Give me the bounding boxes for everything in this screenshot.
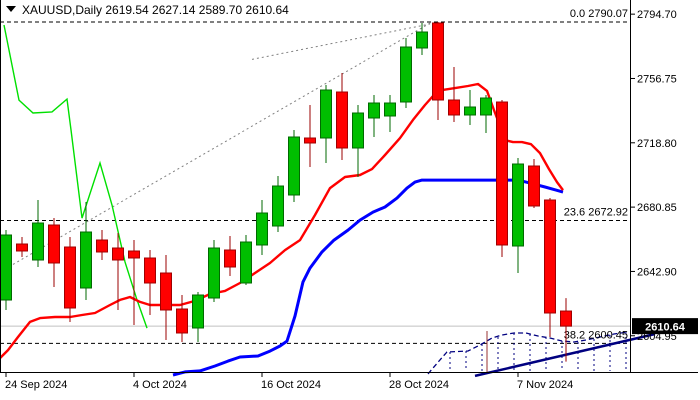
candle-body	[208, 247, 220, 299]
candle-body	[144, 257, 156, 284]
candle-body	[512, 163, 524, 247]
candle-body	[352, 112, 364, 149]
candle-body	[16, 243, 28, 252]
date-axis-label: 16 Oct 2024	[261, 379, 321, 391]
candle-body	[256, 212, 268, 246]
current-price-badge: 2610.64	[632, 318, 698, 335]
price-axis[interactable]	[631, 0, 700, 372]
candle-body	[400, 46, 412, 103]
symbol-dropdown-icon[interactable]	[6, 6, 16, 12]
navy-trend-line[interactable]	[474, 332, 656, 378]
zigzag-indicator-line	[3, 24, 148, 329]
candle-body	[80, 231, 92, 289]
chart-title: XAUUSD,Daily 2619.54 2627.14 2589.70 261…	[22, 3, 289, 17]
fib-level-label: 38.2 2600.45	[564, 329, 628, 341]
candle-body	[304, 137, 316, 144]
price-axis-label: 2680.85	[637, 202, 677, 214]
price-badge-value: 2610.64	[645, 322, 686, 334]
date-axis[interactable]	[0, 373, 700, 400]
price-axis-label: 2756.75	[637, 73, 677, 85]
candle-body	[240, 241, 252, 284]
candle-body	[432, 22, 444, 101]
candle-body	[336, 91, 348, 149]
candle-body	[384, 102, 396, 117]
candle-body	[0, 234, 12, 301]
fibonacci-labels: 0.0 2790.07 23.6 2672.92 38.2 2600.45	[564, 8, 628, 341]
candle-body	[464, 106, 476, 116]
candle-body	[64, 246, 76, 309]
fib-level-label: 0.0 2790.07	[570, 8, 628, 20]
candle-body	[272, 185, 284, 227]
date-axis-label: 28 Oct 2024	[389, 379, 449, 391]
candle-body	[320, 89, 332, 139]
candle-body	[192, 294, 204, 329]
navy-dashed-curve	[427, 331, 629, 375]
candle-body	[368, 102, 380, 119]
price-axis-label: 2718.80	[637, 138, 677, 150]
candle-body	[288, 136, 300, 196]
price-axis-label: 2642.90	[637, 266, 677, 278]
fibonacci-levels	[0, 21, 630, 344]
date-axis-labels: 24 Sep 2024 4 Oct 2024 16 Oct 2024 28 Oct 2…	[5, 379, 573, 391]
candle-body	[176, 308, 188, 334]
candle-body	[160, 272, 172, 311]
overlay-lines-under	[0, 21, 656, 378]
candle-body	[32, 222, 44, 261]
candle-body	[96, 239, 108, 253]
chart-frame	[0, 0, 698, 377]
date-axis-label: 4 Oct 2024	[133, 379, 187, 391]
candle-body	[544, 199, 556, 314]
candle-body	[560, 310, 572, 327]
candle-body	[48, 224, 60, 264]
ma-slow-line	[172, 178, 564, 377]
candle-body	[416, 31, 428, 49]
trendline-dotted[interactable]	[0, 21, 433, 273]
price-axis-label: 2794.70	[637, 9, 677, 21]
candle-body	[224, 249, 236, 268]
candle-body	[496, 101, 508, 246]
candle-body	[448, 99, 460, 116]
candle-body	[128, 250, 140, 259]
candlesticks	[0, 22, 572, 362]
candle-body	[112, 247, 124, 261]
date-axis-label: 7 Nov 2024	[517, 379, 573, 391]
candle-body	[480, 97, 492, 116]
fib-level-label: 23.6 2672.92	[564, 207, 628, 219]
trendline-dotted-upper[interactable]	[251, 23, 431, 60]
price-badge-bg	[632, 318, 698, 335]
candle-body	[528, 165, 540, 207]
date-axis-label: 24 Sep 2024	[5, 379, 67, 391]
